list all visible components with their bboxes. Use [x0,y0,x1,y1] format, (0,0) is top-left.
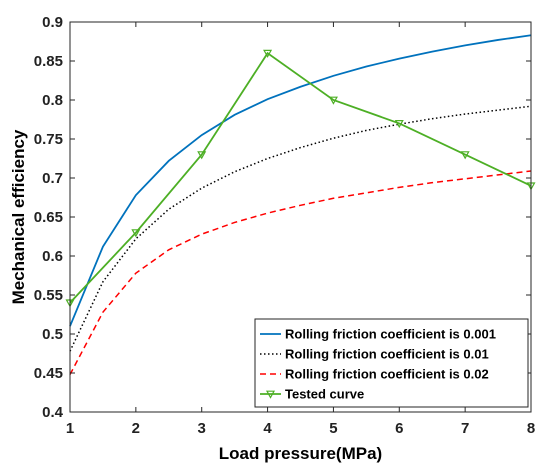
x-tick-label: 7 [461,420,469,437]
legend-label: Rolling friction coefficient is 0.001 [285,327,496,342]
y-tick-label: 0.8 [42,92,63,109]
series-line-rolling-friction-coefficient-is-0-02 [69,170,532,375]
data-point-marker [394,120,404,129]
series-rolling-friction-coefficient-is-0-001 [69,34,532,327]
legend-entry: Rolling friction coefficient is 0.02 [260,367,489,382]
series-tested-curve [65,49,536,308]
x-axis-title: Load pressure(MPa) [219,444,382,463]
series-rolling-friction-coefficient-is-0-01 [69,105,532,352]
x-tick-label: 2 [132,420,140,437]
y-tick-label: 0.9 [42,14,63,31]
y-tick-label: 0.4 [42,404,64,421]
y-tick-label: 0.65 [34,209,63,226]
legend-marker-icon [265,390,276,399]
data-point-marker [460,151,470,160]
y-tick-label: 0.7 [42,170,63,187]
y-tick-label: 0.85 [34,53,63,70]
data-point-marker [328,96,338,105]
legend-box [254,318,529,408]
series-line-rolling-friction-coefficient-is-0-001 [69,34,532,327]
y-tick-label: 0.6 [42,248,63,265]
y-tick-label: 0.45 [34,365,63,382]
data-point-marker [263,49,273,58]
x-tick-label: 1 [66,420,74,437]
legend-label: Tested curve [285,387,364,402]
x-tick-label: 4 [263,420,272,437]
data-point-marker [131,229,141,238]
legend-entry: Rolling friction coefficient is 0.01 [260,347,489,362]
x-tick-label: 5 [329,420,337,437]
legend-label: Rolling friction coefficient is 0.02 [285,367,489,382]
data-point-marker [197,151,207,160]
series-line-rolling-friction-coefficient-is-0-01 [69,105,532,352]
y-tick-label: 0.55 [34,287,63,304]
y-axis-title: Mechanical efficiency [9,129,28,304]
series-line-tested-curve [69,51,532,304]
x-tick-label: 3 [198,420,206,437]
legend-entry: Rolling friction coefficient is 0.001 [260,327,496,342]
axis-layer: 1 2 3 4 5 6 7 8 0.4 0.45 0.5 0.55 0.6 0.65 0.7 0.75 0.8 0… [34,14,535,437]
legend-entry: Tested curve [260,387,364,402]
series-rolling-friction-coefficient-is-0-02 [69,170,532,375]
x-tick-label: 6 [395,420,403,437]
x-tick-label: 8 [527,420,535,437]
legend-label: Rolling friction coefficient is 0.01 [285,347,489,362]
legend: Rolling friction coefficient is 0.001 Rol… [254,318,529,408]
y-tick-label: 0.5 [42,326,63,343]
y-tick-label: 0.75 [34,131,63,148]
series-layer [65,34,536,375]
